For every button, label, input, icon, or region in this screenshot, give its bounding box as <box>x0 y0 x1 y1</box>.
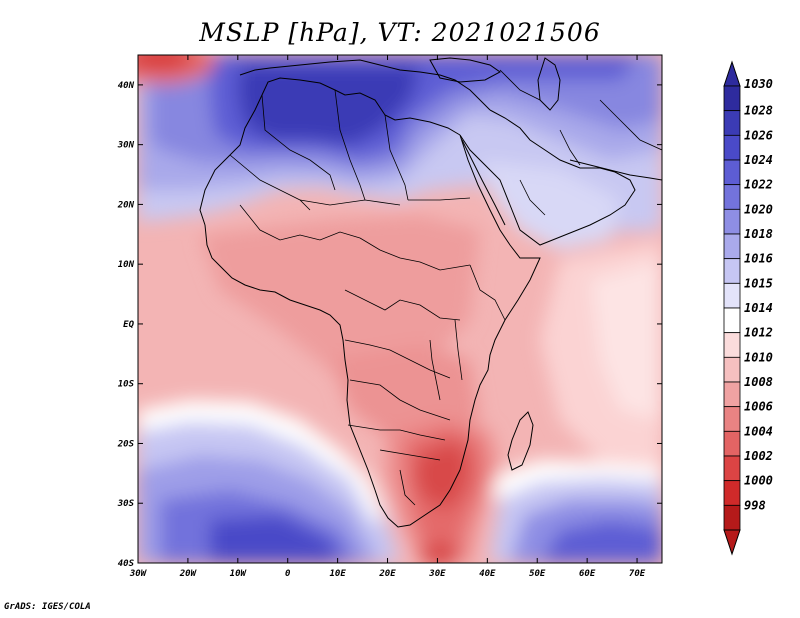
lon-label: 40E <box>479 569 496 579</box>
footer-credit: GrADS: IGES/COLA <box>4 602 91 612</box>
coastlines <box>199 57 662 528</box>
pressure-field <box>138 55 662 563</box>
colorbar-label: 1006 <box>744 400 773 414</box>
colorbar-swatch <box>723 430 741 457</box>
lat-label: 10S <box>118 380 135 390</box>
colorbar-swatch <box>723 356 741 383</box>
colorbar-label: 1022 <box>744 178 773 192</box>
colorbar-swatch <box>723 307 741 334</box>
lon-label: 30E <box>428 569 446 579</box>
colorbar-swatch <box>723 406 741 432</box>
axis-labels: 30W 20W 10W 0 10E 20E 30E 40E 50E 60E 70E 40N 30N 20N… <box>117 81 646 579</box>
colorbar-arrow-bottom <box>723 529 741 556</box>
colorbar-swatch <box>723 504 741 531</box>
colorbar-label: 1020 <box>744 202 773 216</box>
colorbar-label: 1015 <box>744 276 773 290</box>
colorbar-label: 1010 <box>744 350 773 364</box>
axis-ticks <box>137 55 662 564</box>
colorbar-swatch <box>723 282 741 309</box>
colorbar-label: 1014 <box>744 301 773 315</box>
map-title: MSLP [hPa], VT: 2021021506 <box>199 18 601 47</box>
colorbar-swatch <box>723 184 741 210</box>
colorbar-swatch <box>723 332 741 358</box>
lat-label: 30S <box>117 499 135 509</box>
map-frame <box>137 54 663 564</box>
lat-label: 20S <box>117 439 135 449</box>
colorbar-swatch <box>723 381 741 408</box>
lon-label: 60E <box>579 569 596 579</box>
colorbar-label: 1028 <box>744 104 773 118</box>
colorbar-swatch <box>723 208 741 235</box>
lat-label: 10N <box>118 260 135 270</box>
colorbar-label: 1004 <box>744 424 773 438</box>
lon-label: 20W <box>179 569 198 579</box>
lon-label: 10W <box>230 569 248 579</box>
colorbar-swatch <box>723 134 741 161</box>
colorbar-label: 1024 <box>744 153 773 167</box>
colorbar-label: 1000 <box>744 474 773 488</box>
colorbar-swatch <box>723 455 741 482</box>
colorbar-arrow-top <box>723 60 741 87</box>
lon-label: 50E <box>529 569 546 579</box>
colorbar-label: 1012 <box>744 326 773 340</box>
country-borders <box>229 69 662 506</box>
lat-label: 40N <box>118 81 135 91</box>
lon-label: 10E <box>329 569 346 579</box>
colorbar-label: 1018 <box>744 227 773 241</box>
lat-label: 40S <box>118 559 135 569</box>
colorbar-label-top: 1030 <box>744 77 773 91</box>
colorbar-label: 1002 <box>744 449 773 463</box>
lon-label: 30W <box>129 569 148 579</box>
colorbar-label: 1026 <box>744 128 773 142</box>
colorbar-swatch <box>723 258 741 284</box>
lat-label: 20N <box>117 200 135 210</box>
colorbar-swatch <box>723 110 741 136</box>
colorbar-label: 1016 <box>744 252 773 266</box>
colorbar: 1030 1028 1026 1024 1022 1020 1018 1016 1015 1014… <box>723 60 773 556</box>
colorbar-swatch <box>723 159 741 186</box>
lon-label: 20E <box>378 569 396 579</box>
lat-label: 30N <box>117 141 135 151</box>
colorbar-swatch <box>723 233 741 260</box>
colorbar-swatch <box>723 480 741 506</box>
lat-label: EQ <box>123 320 134 330</box>
colorbar-swatch <box>723 85 741 112</box>
lon-label: 70E <box>629 569 646 579</box>
colorbar-label: 1008 <box>744 375 773 389</box>
lon-label: 0 <box>285 569 291 579</box>
colorbar-label: 998 <box>744 498 766 512</box>
